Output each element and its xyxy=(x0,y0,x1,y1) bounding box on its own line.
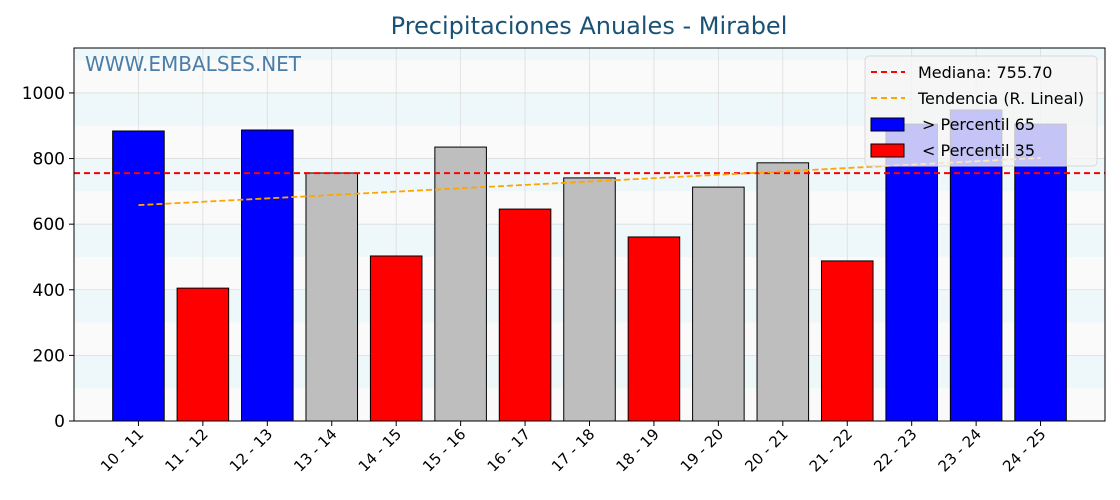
bar-18-19 xyxy=(627,236,681,422)
legend-box xyxy=(864,55,1098,167)
bar-24-25 xyxy=(1014,123,1067,422)
x-tick-label: 24 - 25 xyxy=(999,425,1049,475)
bar-14-15 xyxy=(369,255,423,422)
y-tick-label: 600 xyxy=(33,215,65,235)
bar-20-21 xyxy=(756,162,810,422)
legend-label-low: < Percentil 35 xyxy=(922,141,1035,160)
x-tick-label: 18 - 19 xyxy=(612,425,662,475)
bar-19-20 xyxy=(692,186,745,422)
bar-17-18 xyxy=(563,177,616,422)
y-tick-label: 800 xyxy=(33,150,65,170)
legend-swatch-high xyxy=(870,117,905,132)
x-tick-label: 14 - 15 xyxy=(355,425,405,475)
bar-13-14 xyxy=(305,172,359,422)
watermark: WWW.EMBALSES.NET xyxy=(85,52,302,76)
x-tick-label: 20 - 21 xyxy=(741,425,791,475)
bar-10-11 xyxy=(112,130,165,422)
chart-title: Precipitaciones Anuales - Mirabel xyxy=(391,12,788,40)
bar-12-13 xyxy=(241,129,294,422)
legend-label-median: Mediana: 755.70 xyxy=(918,63,1052,82)
x-tick-label: 10 - 11 xyxy=(97,425,147,475)
bar-22-23 xyxy=(885,123,938,422)
bar-15-16 xyxy=(434,146,487,422)
x-tick-label: 19 - 20 xyxy=(677,425,727,475)
x-tick-label: 13 - 14 xyxy=(290,425,340,475)
x-tick-label: 15 - 16 xyxy=(419,425,469,475)
bar-11-12 xyxy=(176,287,230,422)
bar-21-22 xyxy=(820,260,874,422)
x-tick-label: 16 - 17 xyxy=(484,425,534,475)
x-tick-label: 12 - 13 xyxy=(226,425,276,475)
x-tick-label: 23 - 24 xyxy=(935,425,985,475)
x-tick-label: 11 - 12 xyxy=(161,425,211,475)
legend-swatch-low xyxy=(870,143,905,158)
legend-label-high: > Percentil 65 xyxy=(922,115,1035,134)
bar-16-17 xyxy=(498,208,552,422)
x-tick-label: 21 - 22 xyxy=(806,425,856,475)
y-tick-label: 400 xyxy=(33,281,65,301)
y-tick-label: 0 xyxy=(54,412,65,432)
legend-label-trend: Tendencia (R. Lineal) xyxy=(917,89,1084,108)
x-tick-label: 22 - 23 xyxy=(870,425,920,475)
y-tick-label: 200 xyxy=(33,346,65,366)
y-tick-label: 1000 xyxy=(22,84,65,104)
x-tick-label: 17 - 18 xyxy=(548,425,598,475)
